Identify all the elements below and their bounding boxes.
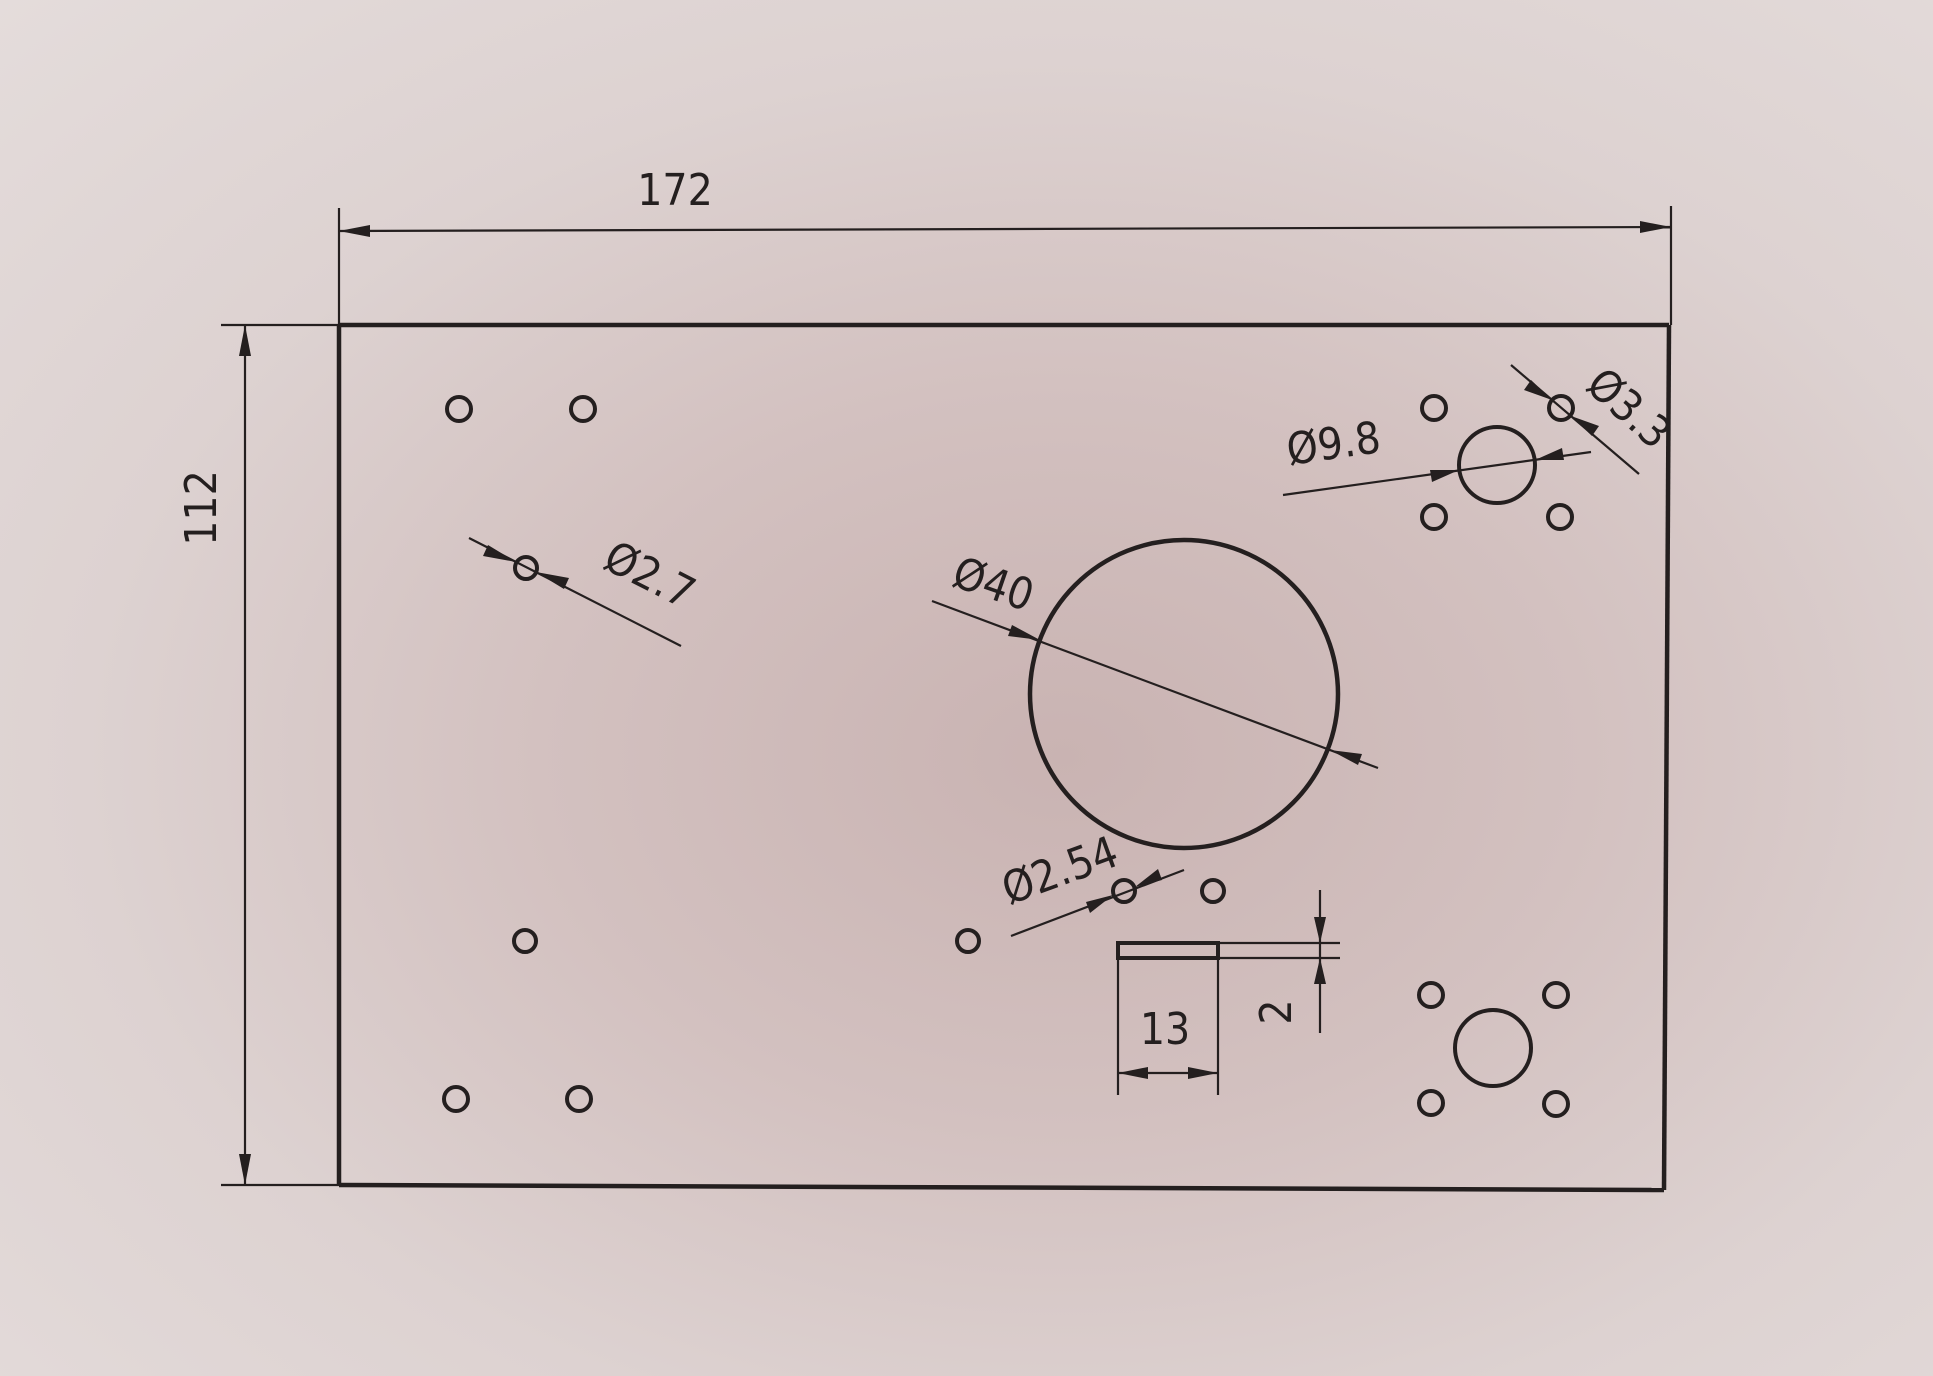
hole-top-left-b bbox=[569, 395, 597, 423]
connector-top-right bbox=[1420, 394, 1575, 531]
slot-cutout: 13 2 bbox=[1116, 890, 1340, 1095]
slot-width-label: 13 bbox=[1140, 1004, 1190, 1055]
connector-hole-tl bbox=[1420, 394, 1448, 422]
dim-2-54-label: Ø2.54 bbox=[995, 827, 1125, 916]
hole-2-54-b bbox=[1200, 878, 1226, 904]
dim-3-3-leader: Ø3.3 bbox=[1510, 358, 1681, 475]
hole-top-left-a bbox=[445, 395, 473, 423]
connector2-hole-bl bbox=[1417, 1089, 1445, 1117]
connector-bottom-right bbox=[1417, 981, 1570, 1118]
plate-outline bbox=[336, 322, 1672, 1193]
connector2-hole-br bbox=[1542, 1090, 1570, 1118]
connector2-hole-tr bbox=[1542, 981, 1570, 1009]
dim-3-3-label: Ø3.3 bbox=[1577, 358, 1681, 459]
hole-lower-left bbox=[512, 928, 538, 954]
slot-height-label: 2 bbox=[1251, 999, 1302, 1024]
hole-2-54-a bbox=[1111, 878, 1137, 904]
large-hole-40 bbox=[1027, 537, 1341, 851]
connector-hole-tr bbox=[1547, 394, 1575, 422]
dim-2-7-leader: Ø2.7 bbox=[468, 531, 703, 647]
mounting-holes bbox=[442, 395, 1226, 1113]
dim-9-8-label: Ø9.8 bbox=[1283, 412, 1383, 476]
dim-40-leader: Ø40 bbox=[931, 547, 1379, 770]
connector-hole-bl bbox=[1420, 503, 1448, 531]
height-label: 112 bbox=[176, 470, 227, 546]
hole-bottom-left-b bbox=[565, 1085, 593, 1113]
connector2-center-hole bbox=[1453, 1008, 1533, 1088]
dim-9-8-leader: Ø9.8 bbox=[1282, 412, 1592, 497]
connector-center-hole bbox=[1457, 425, 1537, 505]
width-label: 172 bbox=[637, 165, 713, 216]
connector-hole-br bbox=[1546, 503, 1574, 531]
width-dimension: 172 bbox=[337, 165, 1673, 325]
height-dimension: 112 bbox=[176, 323, 339, 1187]
connector2-hole-tl bbox=[1417, 981, 1445, 1009]
hole-center-low bbox=[955, 928, 981, 954]
dim-2-7-label: Ø2.7 bbox=[596, 531, 703, 619]
hole-mid-left bbox=[513, 555, 539, 581]
hole-bottom-left-a bbox=[442, 1085, 470, 1113]
dim-2-54-leader: Ø2.54 bbox=[995, 827, 1185, 938]
